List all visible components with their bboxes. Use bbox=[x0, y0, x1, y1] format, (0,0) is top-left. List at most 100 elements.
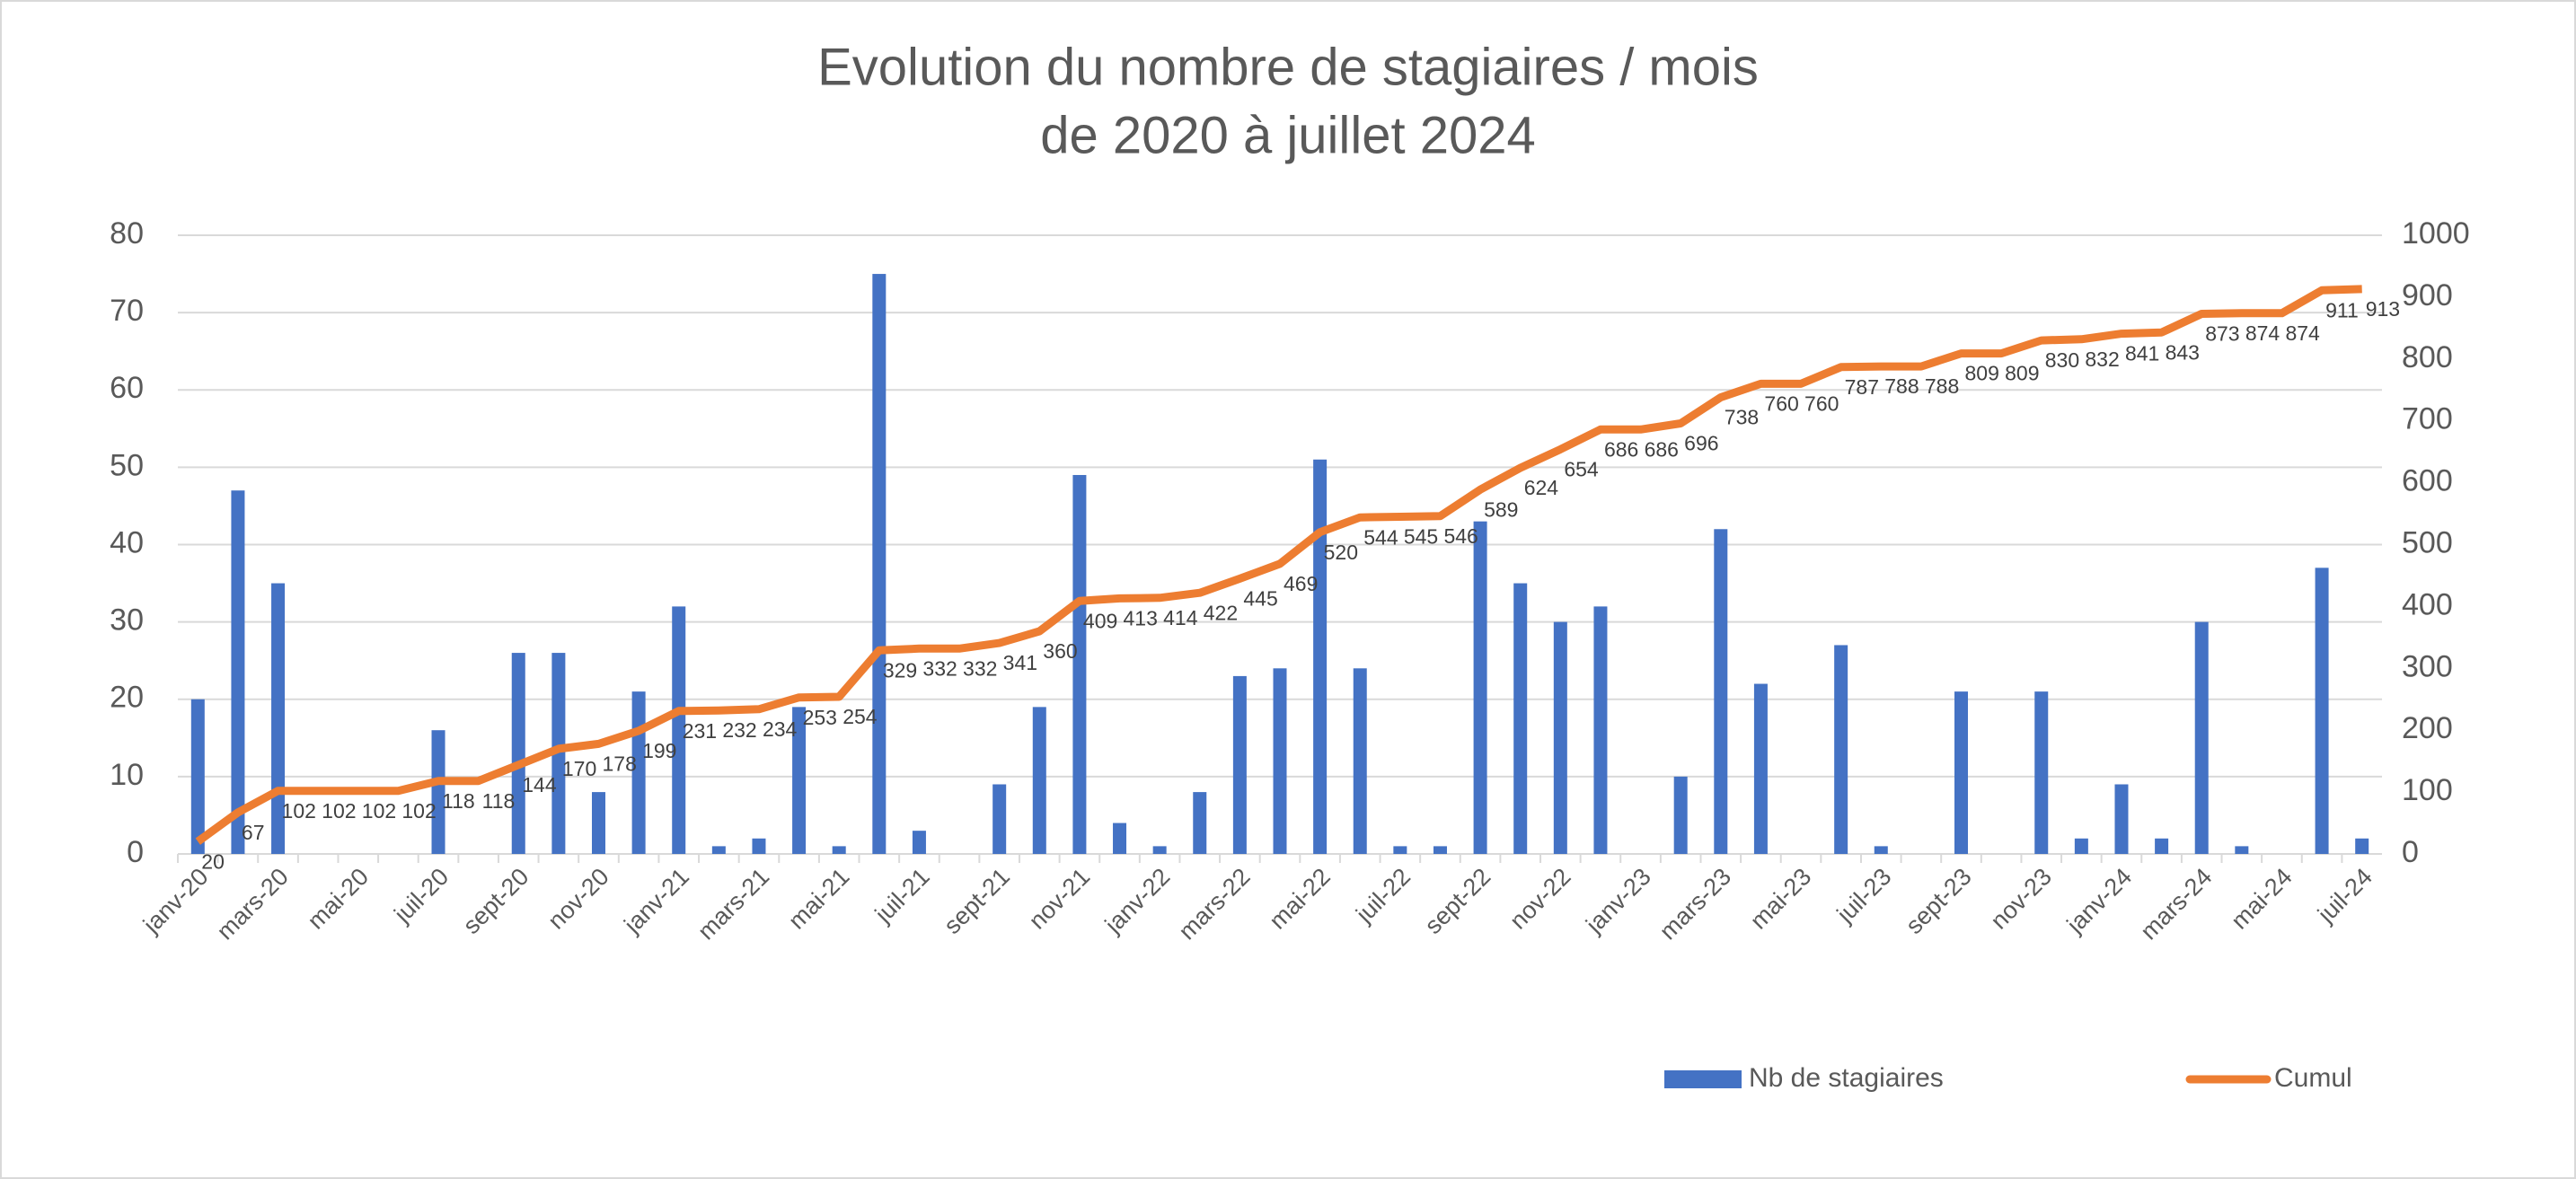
y2-tick-label: 200 bbox=[2402, 711, 2453, 745]
y-tick-label: 70 bbox=[110, 294, 144, 328]
bar bbox=[2315, 568, 2329, 854]
y2-tick-label: 900 bbox=[2402, 278, 2453, 312]
data-label: 830 bbox=[2045, 348, 2079, 372]
data-label: 809 bbox=[2005, 362, 2039, 385]
data-label: 787 bbox=[1845, 375, 1879, 399]
data-label: 20 bbox=[201, 849, 225, 873]
y2-tick-label: 800 bbox=[2402, 340, 2453, 374]
bar bbox=[1353, 668, 1367, 854]
data-label: 545 bbox=[1404, 525, 1438, 549]
data-label: 67 bbox=[242, 821, 265, 844]
data-label: 178 bbox=[602, 752, 636, 775]
bar bbox=[1874, 846, 1888, 854]
bar bbox=[1113, 823, 1127, 854]
y-tick-label: 10 bbox=[110, 758, 144, 792]
data-label: 520 bbox=[1324, 541, 1358, 564]
data-label: 469 bbox=[1284, 572, 1318, 595]
bar bbox=[1152, 846, 1167, 854]
bar bbox=[752, 838, 766, 854]
data-label: 170 bbox=[562, 757, 596, 780]
y2-tick-label: 500 bbox=[2402, 525, 2453, 559]
bar bbox=[2155, 838, 2169, 854]
y2-tick-label: 1000 bbox=[2402, 216, 2470, 251]
y-tick-label: 40 bbox=[110, 525, 144, 559]
bar bbox=[1232, 675, 1247, 854]
bar bbox=[1834, 645, 1848, 854]
y2-tick-label: 100 bbox=[2402, 773, 2453, 807]
y-tick-label: 0 bbox=[127, 835, 144, 869]
bar bbox=[1513, 583, 1528, 854]
data-label: 843 bbox=[2166, 340, 2200, 364]
legend-label: Cumul bbox=[2274, 1063, 2352, 1093]
data-label: 841 bbox=[2125, 342, 2159, 365]
data-label: 102 bbox=[401, 799, 436, 823]
data-label: 546 bbox=[1443, 524, 1478, 548]
data-label: 913 bbox=[2366, 297, 2400, 321]
bar bbox=[672, 606, 686, 854]
data-label: 409 bbox=[1083, 609, 1117, 632]
data-label: 118 bbox=[482, 789, 516, 813]
bar bbox=[1714, 529, 1728, 854]
data-label: 624 bbox=[1524, 476, 1559, 499]
bar bbox=[1673, 776, 1688, 854]
bar bbox=[511, 653, 525, 854]
bar bbox=[1273, 668, 1287, 854]
y2-tick-label: 600 bbox=[2402, 464, 2453, 498]
data-label: 445 bbox=[1243, 586, 1277, 610]
y2-tick-label: 300 bbox=[2402, 649, 2453, 683]
bar bbox=[551, 653, 566, 854]
bar bbox=[2235, 846, 2249, 854]
line bbox=[195, 285, 2362, 845]
data-label: 873 bbox=[2205, 322, 2239, 346]
chart-title: Evolution du nombre de stagiaires / mois bbox=[817, 38, 1759, 96]
data-label: 911 bbox=[2325, 298, 2359, 321]
bar bbox=[1954, 691, 1969, 854]
data-label: 422 bbox=[1204, 601, 1238, 624]
y-tick-label: 20 bbox=[110, 681, 144, 715]
data-label: 360 bbox=[1043, 639, 1077, 663]
y2-tick-label: 0 bbox=[2402, 835, 2419, 869]
data-label: 760 bbox=[1804, 392, 1839, 415]
data-label: 414 bbox=[1163, 606, 1198, 629]
bar bbox=[591, 792, 605, 854]
data-label: 253 bbox=[803, 706, 837, 729]
data-label: 788 bbox=[1925, 374, 1959, 398]
data-label: 199 bbox=[642, 739, 676, 762]
data-label: 413 bbox=[1124, 607, 1158, 630]
y-tick-label: 60 bbox=[110, 371, 144, 405]
bar bbox=[2194, 621, 2209, 854]
bar bbox=[431, 730, 446, 854]
bar bbox=[1473, 521, 1487, 854]
bar bbox=[1753, 683, 1768, 854]
bar bbox=[711, 846, 726, 854]
bar bbox=[190, 699, 205, 854]
y2-tick-label: 700 bbox=[2402, 402, 2453, 436]
data-label: 696 bbox=[1684, 432, 1718, 455]
data-label: 234 bbox=[763, 717, 798, 741]
legend-swatch bbox=[1664, 1070, 1742, 1088]
bar bbox=[2074, 838, 2088, 854]
data-label: 874 bbox=[2285, 321, 2320, 345]
bar bbox=[912, 831, 926, 854]
legend-label: Nb de stagiaires bbox=[1749, 1063, 1944, 1093]
y-tick-label: 80 bbox=[110, 216, 144, 251]
bar bbox=[792, 707, 807, 854]
data-label: 654 bbox=[1564, 457, 1599, 480]
bar bbox=[992, 784, 1007, 854]
y-tick-label: 50 bbox=[110, 448, 144, 482]
data-label: 254 bbox=[842, 705, 878, 728]
bar bbox=[2355, 838, 2369, 854]
data-label: 118 bbox=[442, 789, 475, 813]
data-label: 332 bbox=[922, 656, 957, 680]
data-label: 232 bbox=[722, 718, 756, 742]
data-label: 102 bbox=[282, 799, 316, 823]
data-label: 589 bbox=[1484, 497, 1518, 521]
bar bbox=[1193, 792, 1207, 854]
bar bbox=[1593, 606, 1608, 854]
data-label: 329 bbox=[883, 658, 917, 682]
bar bbox=[2114, 784, 2129, 854]
data-label: 788 bbox=[1884, 374, 1919, 398]
